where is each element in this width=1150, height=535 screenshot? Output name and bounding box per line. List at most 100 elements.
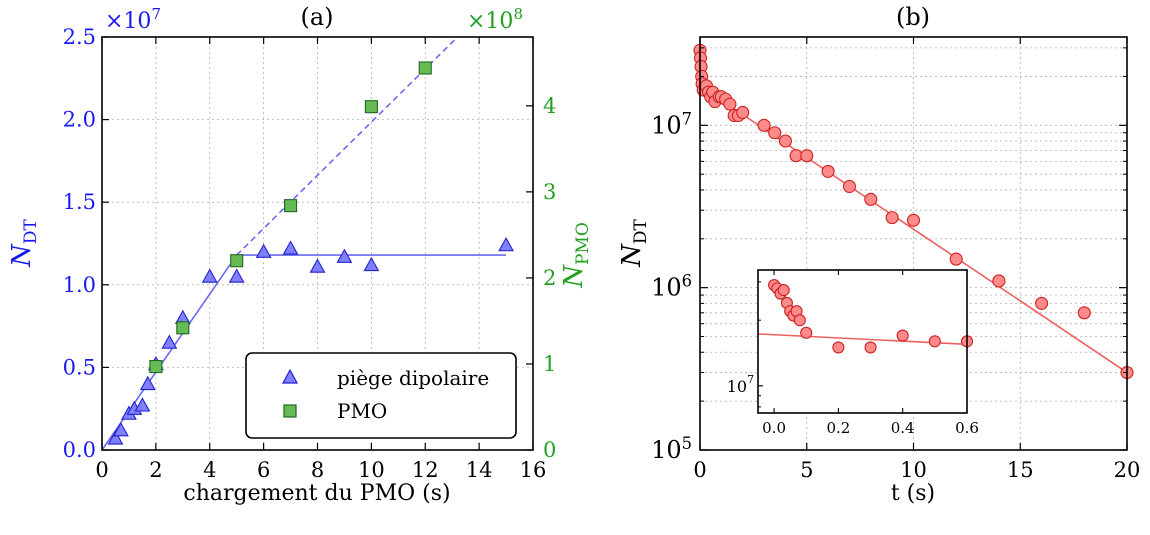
panel-a-x-tick-label: 0 <box>95 458 108 482</box>
panel-a-y2-axis-label: NPMO <box>559 222 593 289</box>
inset-axes: 0.0 0.2 0.4 0.6 107 <box>727 270 979 437</box>
inset-frame <box>757 269 968 414</box>
legend-triangle-marker <box>281 368 299 384</box>
panel-a-frame <box>101 36 534 451</box>
circle-point <box>723 97 737 111</box>
panel-a-legend: piège dipolaire PMO <box>245 352 517 439</box>
legend-label-pmo: PMO <box>337 399 387 423</box>
triangle-point <box>309 258 326 273</box>
circle-point <box>885 211 899 225</box>
panel-a-y2-tick-label: 2 <box>543 266 556 290</box>
inset-circle-point <box>800 326 813 339</box>
circle-point <box>768 126 782 140</box>
panel-a-y2-tick-label: 1 <box>543 352 556 376</box>
panel-a-y2-tick-label: 4 <box>543 94 556 118</box>
panel-b-y-axis-label: NDT <box>617 218 651 267</box>
square-point <box>230 254 244 268</box>
triangle-point <box>161 334 178 349</box>
panel-a-y-tick-label: 1.5 <box>63 190 96 214</box>
panel-b-x-tick-label: 5 <box>800 458 813 482</box>
inset-x-tick-label: 0.2 <box>826 419 850 437</box>
triangle-point <box>282 240 299 255</box>
inset-circle-point <box>864 341 877 354</box>
panel-a: (a) 0 2 4 6 8 10 12 14 160.00.51.01.52.02.501234… <box>7 3 593 506</box>
circle-point <box>842 179 857 194</box>
circle-point <box>1077 306 1091 320</box>
panel-a-y-multiplier: ×107 <box>105 5 161 34</box>
circle-point <box>864 192 878 206</box>
panel-b-x-tick-label: 20 <box>1114 458 1141 482</box>
triangle-point <box>139 375 156 391</box>
panel-b-y-tick-label: 106 <box>651 272 692 302</box>
square-point <box>149 359 163 374</box>
triangle-point <box>255 243 272 258</box>
panel-a-title: (a) <box>300 3 333 31</box>
circle-point <box>800 149 814 163</box>
inset-y-tick-label: 107 <box>727 373 754 396</box>
panel-a-y2-tick-label: 3 <box>543 180 556 204</box>
circle-point <box>821 164 835 178</box>
triangle-point <box>112 422 129 437</box>
panel-a-x-tick-label: 6 <box>257 458 270 482</box>
circle-point <box>1035 296 1049 310</box>
circle-point <box>757 118 771 132</box>
triangle-point <box>134 397 151 412</box>
panel-b-x-tick-label: 10 <box>900 458 927 482</box>
panel-a-y-tick-label: 0.5 <box>63 355 96 379</box>
panel-b-x-axis-label: t (s) <box>891 481 935 506</box>
panel-a-y-tick-label: 1.0 <box>63 273 96 297</box>
panel-a-grid <box>102 37 533 450</box>
panel-a-data-points <box>107 61 514 445</box>
panel-a-x-tick-label: 10 <box>358 458 385 482</box>
inset-x-tick-label: 0.0 <box>762 419 786 437</box>
panel-a-x-tick-label: 16 <box>520 458 547 482</box>
panel-b-title: (b) <box>896 3 930 31</box>
legend-box <box>245 352 517 439</box>
legend-label-piege-dipolaire: piège dipolaire <box>337 366 489 390</box>
panel-b-axes: 0 5 10 15 20 105 106 107 <box>651 37 1140 482</box>
panel-a-y-tick-label: 2.5 <box>63 25 96 49</box>
square-point <box>284 199 298 213</box>
panel-a-fit-line-dashed <box>236 36 459 256</box>
panel-a-x-axis-label: chargement du PMO (s) <box>183 481 450 506</box>
inset-circle-point <box>777 284 790 297</box>
inset-x-tick-label: 0.6 <box>955 419 979 437</box>
inset-circle-point <box>928 335 941 348</box>
inset-x-tick-label: 0.4 <box>891 419 915 437</box>
circle-point <box>992 274 1006 288</box>
triangle-point <box>201 268 218 283</box>
triangle-point <box>363 256 380 272</box>
inset-circle-point <box>832 341 845 354</box>
panel-a-y2-tick-label: 0 <box>543 438 556 462</box>
panel-a-y-tick-label: 2.0 <box>63 108 96 132</box>
square-point <box>418 61 432 75</box>
circle-point <box>949 252 963 266</box>
panel-b-inset: 0.0 0.2 0.4 0.6 107 <box>727 269 979 437</box>
square-point <box>176 321 190 335</box>
panel-a-x-tick-label: 14 <box>466 458 493 482</box>
panel-b-x-tick-label: 0 <box>693 458 706 482</box>
panel-a-x-tick-label: 2 <box>149 458 162 482</box>
panel-b-y-tick-label: 107 <box>651 109 692 139</box>
panel-a-x-tick-label: 12 <box>412 458 439 482</box>
circle-point <box>906 213 921 227</box>
circle-point <box>736 105 750 120</box>
inset-circle-point <box>793 314 806 327</box>
panel-a-y2-multiplier: ×108 <box>467 5 523 34</box>
panel-b-frame <box>699 36 1128 451</box>
panel-a-x-tick-label: 8 <box>311 458 324 482</box>
circle-point <box>778 134 792 148</box>
triangle-point <box>228 268 245 283</box>
inset-circle-point <box>896 329 909 342</box>
panel-a-y-axis-label: NDT <box>7 218 41 267</box>
triangle-point <box>498 237 514 252</box>
triangle-point <box>336 248 353 263</box>
legend-square-marker <box>283 404 297 418</box>
triangle-point <box>107 430 124 445</box>
panel-b-data-points <box>693 43 1134 380</box>
panel-a-y-tick-label: 0.0 <box>63 438 96 462</box>
panel-b-y-tick-label: 105 <box>651 434 692 464</box>
